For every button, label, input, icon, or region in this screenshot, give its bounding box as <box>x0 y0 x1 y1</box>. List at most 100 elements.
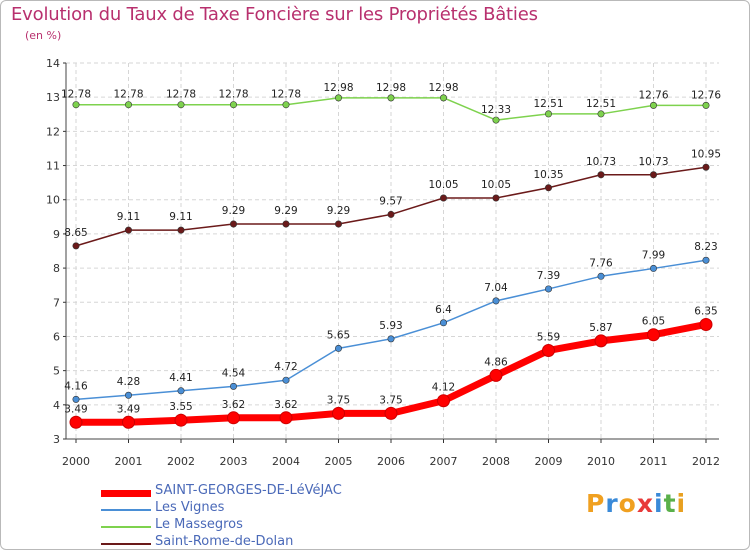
data-label: 4.72 <box>274 361 297 373</box>
data-label: 3.49 <box>64 403 87 415</box>
data-label: 9.29 <box>274 205 297 217</box>
x-tick-label: 2006 <box>377 455 405 468</box>
data-label: 10.05 <box>481 179 511 191</box>
data-label: 12.76 <box>638 89 668 101</box>
y-tick-label: 7 <box>53 296 60 309</box>
logo-letter: i <box>654 489 664 518</box>
logo-letter: i <box>676 489 687 518</box>
data-label: 5.59 <box>537 331 560 343</box>
data-point <box>387 335 395 343</box>
data-point <box>122 415 135 429</box>
data-label: 3.75 <box>379 394 402 406</box>
data-label: 12.98 <box>323 82 353 94</box>
data-label: 3.55 <box>169 401 192 413</box>
data-label: 12.98 <box>376 82 406 94</box>
proxiti-logo: Proxiti <box>586 489 686 518</box>
data-point <box>387 210 395 218</box>
data-point <box>230 220 238 228</box>
data-point <box>125 391 133 399</box>
data-point <box>439 94 447 102</box>
data-label: 10.05 <box>428 179 458 191</box>
logo-letter: P <box>586 489 606 518</box>
data-point <box>649 171 657 179</box>
data-point <box>544 110 552 118</box>
data-label: 7.99 <box>642 249 665 261</box>
data-label: 12.76 <box>691 89 721 101</box>
data-label: 10.73 <box>638 156 668 168</box>
data-point <box>542 343 555 357</box>
chart-subtitle: (en %) <box>25 29 62 42</box>
data-point <box>282 220 290 228</box>
y-tick-label: 14 <box>46 57 60 70</box>
data-point <box>279 411 293 425</box>
data-label: 3.49 <box>117 403 140 415</box>
y-tick-label: 5 <box>53 365 60 378</box>
x-tick-label: 2002 <box>167 455 195 468</box>
x-tick-label: 2003 <box>220 455 248 468</box>
data-label: 3.62 <box>274 399 297 411</box>
plot-area <box>66 63 719 439</box>
data-label: 5.65 <box>327 329 350 341</box>
data-point <box>72 101 80 109</box>
y-tick-label: 4 <box>53 399 60 412</box>
legend-label: Saint-Rome-de-Dolan <box>155 534 294 549</box>
data-label: 12.51 <box>586 98 616 110</box>
data-point <box>282 101 290 109</box>
y-tick-label: 9 <box>53 228 60 241</box>
data-label: 12.51 <box>533 98 563 110</box>
logo-letter: x <box>636 489 654 518</box>
y-tick-label: 13 <box>46 91 60 104</box>
legend-swatch <box>101 543 151 545</box>
data-point <box>649 264 657 272</box>
x-tick-label: 2005 <box>325 455 353 468</box>
data-label: 9.57 <box>379 195 402 207</box>
legend-label: SAINT-GEORGES-DE-LéVéJAC <box>155 483 342 498</box>
data-label: 12.78 <box>218 89 248 101</box>
x-tick-label: 2004 <box>272 455 300 468</box>
data-label: 7.04 <box>484 282 508 294</box>
x-tick-label: 2007 <box>430 455 458 468</box>
data-point <box>702 163 710 171</box>
data-label: 3.75 <box>327 394 350 406</box>
data-point <box>699 317 713 331</box>
data-label: 6.4 <box>435 304 452 316</box>
data-point <box>439 319 447 327</box>
y-tick-label: 3 <box>53 433 60 446</box>
y-tick-label: 10 <box>46 194 60 207</box>
data-label: 5.93 <box>379 320 402 332</box>
data-label: 5.87 <box>589 322 612 334</box>
x-tick-label: 2001 <box>115 455 143 468</box>
data-point <box>125 101 133 109</box>
data-point <box>437 394 450 408</box>
data-label: 12.78 <box>271 89 301 101</box>
data-label: 12.33 <box>481 104 511 116</box>
data-label: 9.11 <box>117 211 140 223</box>
data-label: 12.78 <box>166 89 196 101</box>
data-point <box>174 413 188 427</box>
y-tick-label: 12 <box>46 125 60 138</box>
data-label: 12.98 <box>428 82 458 94</box>
legend-swatch <box>101 509 151 511</box>
data-label: 4.86 <box>484 356 508 368</box>
data-point <box>72 395 80 403</box>
data-label: 6.05 <box>642 316 665 328</box>
logo-letter: t <box>663 489 677 518</box>
data-label: 4.16 <box>64 380 88 392</box>
data-label: 9.29 <box>327 205 350 217</box>
data-label: 12.78 <box>113 89 143 101</box>
data-point <box>177 101 185 109</box>
legend-swatch <box>101 526 151 528</box>
data-point <box>125 226 133 234</box>
data-point <box>544 184 552 192</box>
data-point <box>597 110 605 118</box>
data-point <box>334 220 342 228</box>
data-point <box>177 387 185 395</box>
data-label: 7.39 <box>537 270 560 282</box>
y-tick-label: 11 <box>46 160 60 173</box>
data-point <box>649 101 657 109</box>
legend-swatch <box>101 490 151 497</box>
data-point <box>69 415 83 429</box>
data-point <box>177 226 185 234</box>
